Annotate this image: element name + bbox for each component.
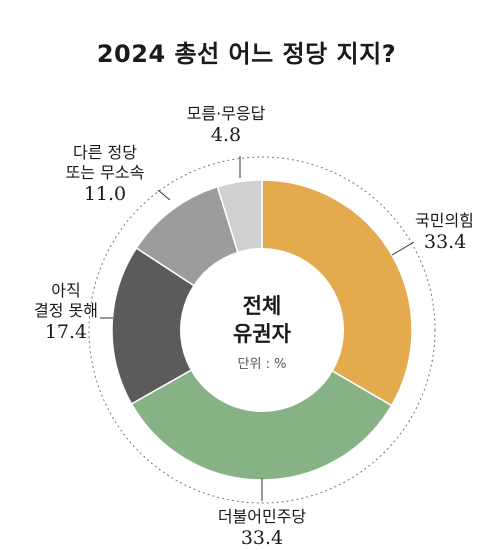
unit-label: 단위 : %: [238, 357, 287, 372]
donut-hole: [180, 248, 344, 412]
slice-label-2-line-1: 결정 못해: [34, 301, 98, 320]
center-label-line-2: 유권자: [233, 322, 292, 346]
slice-value-3: 11.0: [84, 183, 126, 205]
slice-value-0: 33.4: [424, 231, 466, 253]
slice-label-3-line-0: 다른 정당: [73, 143, 137, 162]
leader-lines: [100, 156, 415, 501]
slice-label-2-line-0: 아직: [51, 281, 80, 300]
outer-dashed-ring: [88, 156, 436, 504]
slice-value-1: 33.4: [241, 527, 283, 549]
chart-title: 2024 총선 어느 정당 지지?: [96, 40, 397, 68]
slice-label-0-line-0: 국민의힘: [415, 211, 474, 230]
slice-label-1-line-0: 더불어민주당: [218, 507, 307, 526]
center-label-line-1: 전체: [243, 294, 282, 318]
slice-value-2: 17.4: [45, 321, 87, 343]
leader-line-0: [391, 241, 415, 256]
slice-value-4: 4.8: [211, 124, 241, 146]
slice-label-3-line-1: 또는 무소속: [66, 163, 145, 182]
slice-label-4-line-0: 모름·무응답: [187, 104, 266, 123]
leader-line-3: [157, 189, 171, 201]
